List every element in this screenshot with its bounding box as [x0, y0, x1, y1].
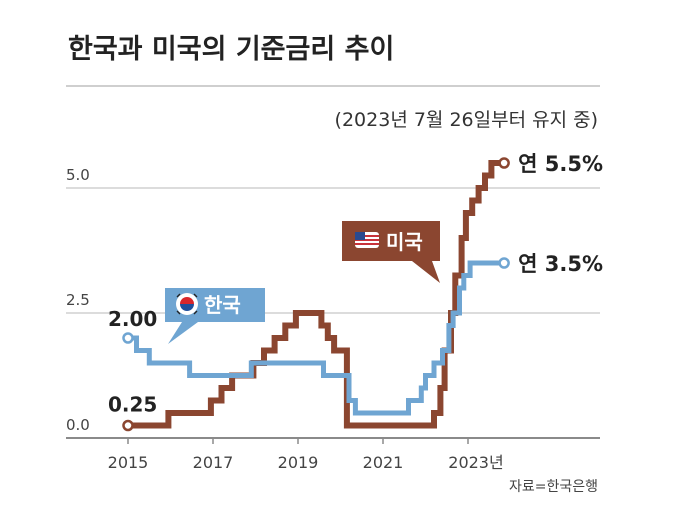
us-callout: 미국: [342, 221, 440, 283]
korea-callout-label: 한국: [204, 293, 241, 317]
us-flag-icon: [355, 232, 379, 248]
us-start-label: 0.25: [108, 393, 157, 417]
gridlines: [66, 187, 600, 439]
us-start-marker: [122, 419, 134, 432]
x-tick-label-2017: 2017: [193, 453, 234, 472]
x-tick-label-2021: 2021: [363, 453, 404, 472]
x-tick-label-2023: 2023년: [448, 453, 503, 472]
x-tick-label-2015: 2015: [108, 453, 149, 472]
korea-flag-icon: [176, 293, 198, 315]
korea-callout: 한국: [165, 288, 265, 344]
us-end-label: 연 5.5%: [518, 152, 603, 176]
y-tick-label-2-5: 2.5: [66, 291, 90, 309]
source-note: 자료=한국은행: [509, 479, 598, 495]
series-line-korea: [128, 260, 505, 416]
korea-start-label: 2.00: [108, 307, 157, 331]
chart-subtitle: (2023년 7월 26일부터 유지 중): [335, 109, 598, 131]
x-tick-label-2019: 2019: [278, 453, 319, 472]
korea-start-marker: [122, 332, 134, 344]
korea-end-label: 연 3.5%: [518, 252, 603, 276]
chart-title: 한국과 미국의 기준금리 추이: [68, 34, 394, 65]
korea-end-marker: [498, 257, 510, 269]
y-tick-label-0: 0.0: [66, 416, 90, 434]
us-end-marker: [498, 157, 510, 169]
x-axis: 2015 2017 2019 2021 2023년: [108, 438, 504, 472]
y-axis: 0.0 2.5 5.0: [66, 166, 90, 434]
us-callout-label: 미국: [386, 230, 423, 254]
y-tick-label-5: 5.0: [66, 166, 90, 184]
